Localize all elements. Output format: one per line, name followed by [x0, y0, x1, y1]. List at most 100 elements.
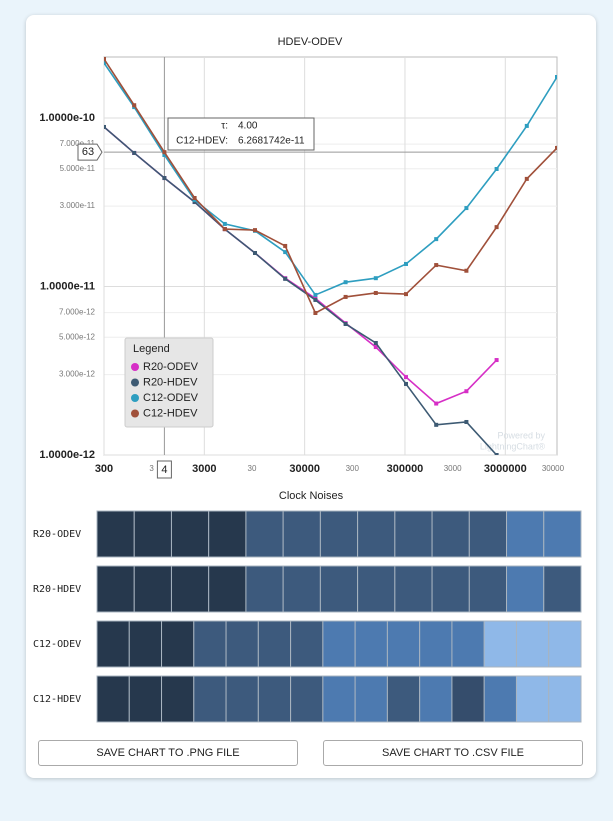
chart-title: HDEV-ODEV	[278, 36, 343, 48]
noise-cell	[133, 510, 172, 558]
x-minor-label: 30000	[542, 464, 565, 473]
noise-cell	[170, 510, 210, 558]
point	[132, 103, 137, 108]
noise-cell	[96, 510, 135, 558]
noise-cell	[386, 620, 421, 668]
y-tick-label: 1.0000e-10	[39, 112, 95, 124]
point	[494, 358, 499, 363]
y-tick-label: 1.0000e-11	[40, 280, 95, 292]
noise-cell	[282, 510, 321, 558]
point	[494, 453, 499, 455]
x-minor-label: 3	[149, 464, 154, 473]
noise-cell	[282, 565, 321, 613]
point	[104, 124, 106, 129]
noise-cell	[515, 620, 550, 668]
legend-label: C12-ODEV	[143, 392, 199, 404]
point	[283, 243, 288, 248]
point	[343, 321, 348, 326]
noise-row-label: R20-HDEV	[33, 584, 81, 595]
point	[494, 225, 499, 230]
noise-cell	[96, 565, 135, 613]
noise-cell	[208, 510, 247, 558]
noise-cell	[506, 510, 545, 558]
point	[222, 221, 227, 226]
point	[404, 375, 408, 380]
point	[132, 150, 137, 155]
point	[192, 200, 197, 205]
watermark: Powered by	[497, 430, 545, 440]
point	[464, 206, 469, 211]
point	[434, 263, 439, 268]
point	[373, 290, 378, 295]
legend-marker	[131, 409, 139, 418]
noise-cell	[394, 565, 433, 613]
x-marker-box	[156, 460, 172, 479]
noise-cell	[96, 620, 130, 668]
tooltip-value: 6.2681742e-11	[238, 136, 305, 147]
noise-cell	[354, 675, 388, 723]
legend-box	[124, 337, 214, 428]
save-png-button[interactable]: SAVE CHART TO .PNG FILE	[38, 740, 298, 766]
legend-marker	[131, 363, 139, 371]
point	[343, 280, 348, 285]
y-tick-label: 3.000e-12	[59, 370, 96, 379]
noise-cell	[257, 620, 292, 668]
point	[404, 292, 408, 297]
point	[434, 422, 439, 427]
point	[162, 150, 167, 155]
noise-cell	[357, 565, 396, 613]
point	[555, 145, 557, 150]
point	[373, 345, 378, 350]
noise-cell	[225, 675, 259, 723]
noise-cell	[245, 510, 284, 558]
noise-cell	[506, 565, 545, 613]
noise-cell	[431, 565, 470, 613]
x-minor-label: 300	[346, 464, 360, 473]
noise-row-label: C12-HDEV	[33, 694, 81, 705]
tooltip-x-label: τ:	[221, 121, 228, 132]
point	[404, 381, 408, 386]
noise-cell	[257, 675, 292, 723]
save-csv-button[interactable]: SAVE CHART TO .CSV FILE	[323, 740, 583, 766]
point	[162, 176, 167, 181]
noise-title: Clock Noises	[279, 490, 344, 502]
noise-cell	[543, 565, 582, 613]
noise-cell	[96, 675, 130, 723]
point	[434, 237, 439, 242]
noise-cell	[357, 510, 396, 558]
noise-cell	[161, 620, 195, 668]
noise-cell	[548, 675, 582, 723]
noise-cell	[548, 620, 582, 668]
noise-cell	[128, 620, 163, 668]
y-marker: 63	[82, 146, 94, 158]
point	[313, 292, 318, 297]
noise-cell	[543, 510, 582, 558]
y-tick-label: 5.000e-11	[60, 164, 96, 173]
point	[494, 166, 499, 171]
noise-cell	[419, 675, 453, 723]
noise-cell	[170, 565, 210, 613]
point	[162, 152, 167, 157]
series-line	[104, 58, 557, 315]
legend-label: R20-HDEV	[143, 376, 198, 388]
noise-cell	[394, 510, 433, 558]
point	[313, 311, 318, 316]
point	[524, 176, 529, 181]
series-line	[104, 126, 498, 455]
x-tick-label: 300000	[387, 463, 424, 475]
point	[104, 57, 106, 61]
noise-cell	[515, 675, 550, 723]
noise-cell	[225, 620, 259, 668]
point	[464, 389, 469, 394]
noise-cell	[193, 620, 227, 668]
series-line	[104, 62, 557, 296]
watermark: LightningChart®	[480, 441, 546, 451]
noise-cell	[133, 565, 172, 613]
legend-label: C12-HDEV	[143, 407, 198, 419]
legend-marker	[131, 394, 139, 402]
x-tick-label: 3000	[192, 463, 216, 475]
noise-cell	[290, 620, 324, 668]
noise-cell	[322, 675, 356, 723]
